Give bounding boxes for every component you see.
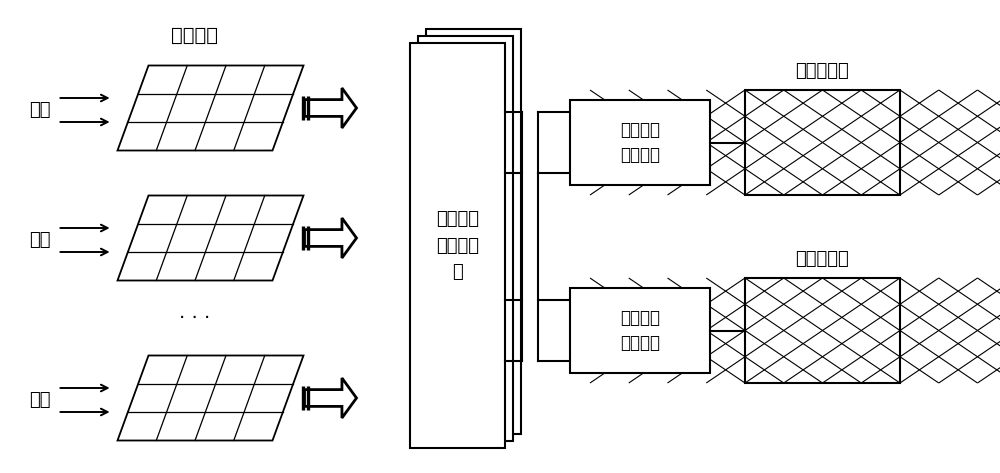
Bar (410, 43, 505, 448)
Polygon shape (118, 195, 304, 280)
Bar (570, 288, 710, 373)
Bar (426, 29, 521, 434)
Text: 交流配电网: 交流配电网 (796, 250, 849, 268)
Text: 光伏阵列: 光伏阵列 (172, 26, 218, 44)
Polygon shape (118, 356, 304, 440)
Text: 交流站级
接口电路: 交流站级 接口电路 (620, 309, 660, 352)
Text: 光照: 光照 (29, 101, 50, 119)
Text: 光照: 光照 (29, 231, 50, 249)
Text: 直流站级
接口电路: 直流站级 接口电路 (620, 121, 660, 164)
Bar (418, 36, 513, 441)
Text: 直流配电网: 直流配电网 (796, 62, 849, 80)
Text: 光伏直流
升压变流
器: 光伏直流 升压变流 器 (436, 210, 479, 281)
Text: · · ·: · · · (179, 308, 211, 327)
Polygon shape (304, 378, 357, 418)
Bar (570, 100, 710, 185)
Polygon shape (118, 65, 304, 150)
Polygon shape (304, 218, 357, 258)
Polygon shape (304, 88, 357, 128)
Text: 光照: 光照 (29, 391, 50, 409)
Bar (745, 278, 900, 383)
Bar (745, 90, 900, 195)
